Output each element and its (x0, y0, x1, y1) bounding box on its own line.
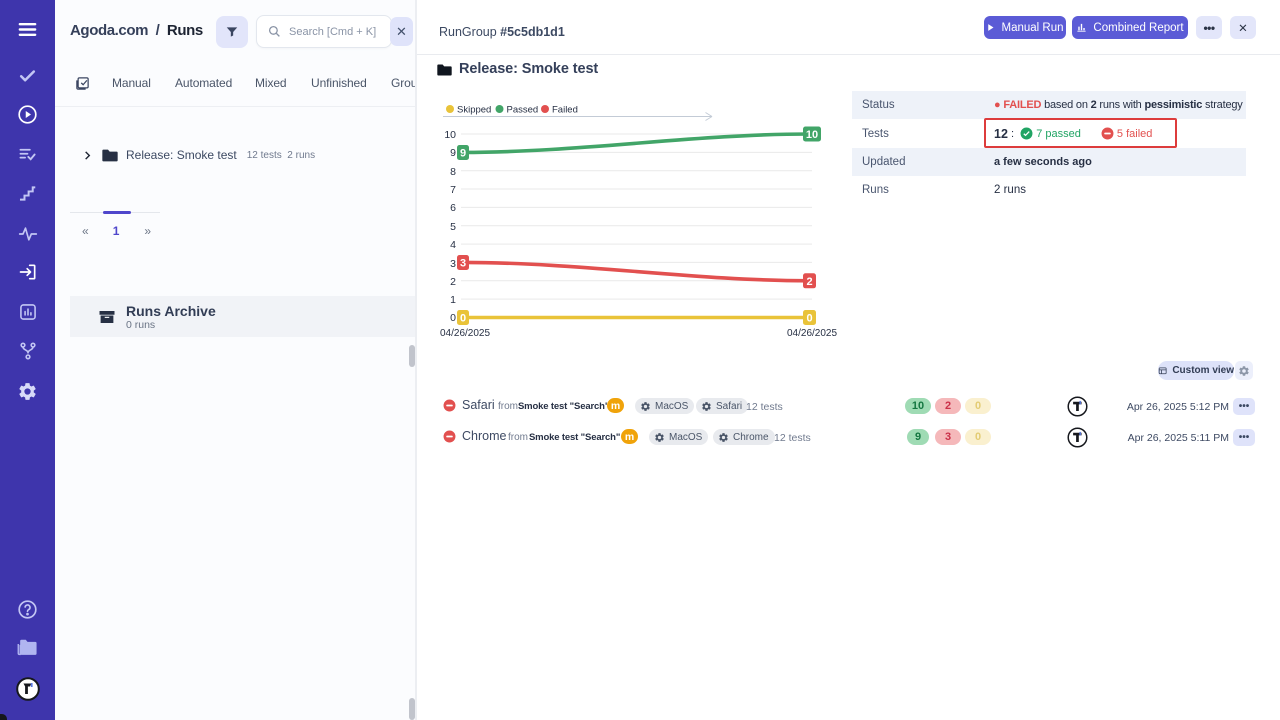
svg-text:6: 6 (450, 202, 456, 214)
svg-text:4: 4 (450, 239, 456, 251)
svg-text:04/26/2025: 04/26/2025 (440, 328, 490, 339)
svg-text:9: 9 (450, 147, 456, 159)
svg-text:04/26/2025: 04/26/2025 (787, 328, 837, 339)
svg-text:1: 1 (450, 294, 456, 306)
svg-text:2: 2 (450, 276, 456, 288)
svg-text:7: 7 (450, 184, 456, 196)
svg-text:Failed: Failed (552, 105, 578, 116)
svg-text:0: 0 (806, 313, 812, 325)
svg-text:Skipped: Skipped (457, 105, 491, 116)
svg-text:9: 9 (460, 148, 466, 160)
svg-text:3: 3 (450, 258, 456, 270)
svg-text:0: 0 (450, 312, 456, 324)
svg-text:5: 5 (450, 221, 456, 233)
svg-text:10: 10 (444, 129, 456, 141)
svg-text:3: 3 (460, 258, 466, 270)
svg-text:2: 2 (806, 276, 812, 288)
svg-text:0: 0 (460, 313, 466, 325)
svg-text:8: 8 (450, 166, 456, 178)
svg-text:10: 10 (806, 129, 818, 141)
svg-text:Passed: Passed (507, 105, 539, 116)
